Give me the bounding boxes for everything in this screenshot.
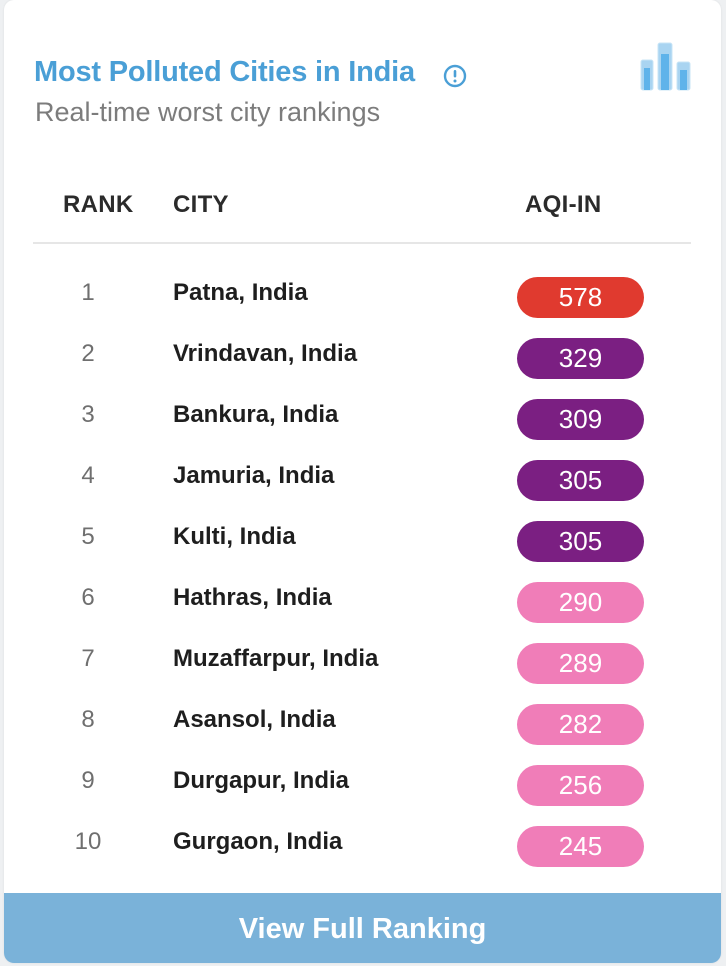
city-column-header: CITY bbox=[173, 191, 229, 218]
city-name[interactable]: Patna, India bbox=[173, 279, 308, 306]
rank-value: 1 bbox=[81, 279, 95, 306]
city-name[interactable]: Vrindavan, India bbox=[173, 340, 358, 367]
info-circle-icon[interactable] bbox=[443, 64, 467, 88]
city-name[interactable]: Asansol, India bbox=[173, 706, 336, 733]
table-row[interactable]: 1 Patna, India 578 bbox=[33, 267, 691, 328]
card-subtitle: Real-time worst city rankings bbox=[35, 97, 381, 127]
city-name[interactable]: Jamuria, India bbox=[173, 462, 335, 489]
aqi-badge: 578 bbox=[517, 277, 644, 318]
title-row: Most Polluted Cities in India bbox=[34, 56, 467, 89]
table-row[interactable]: 7 Muzaffarpur, India 289 bbox=[33, 633, 691, 694]
ranking-list: 1 Patna, India 578 2 Vrindavan, India 32… bbox=[33, 267, 691, 877]
rank-value: 10 bbox=[74, 828, 102, 855]
ranking-card: Most Polluted Cities in India Real-time … bbox=[4, 0, 721, 963]
rank-value: 3 bbox=[81, 401, 95, 428]
table-row[interactable]: 9 Durgapur, India 256 bbox=[33, 755, 691, 816]
table-row[interactable]: 8 Asansol, India 282 bbox=[33, 694, 691, 755]
aqi-badge: 290 bbox=[517, 582, 644, 623]
table-row[interactable]: 4 Jamuria, India 305 bbox=[33, 450, 691, 511]
table-row[interactable]: 10 Gurgaon, India 245 bbox=[33, 816, 691, 877]
aqi-badge: 256 bbox=[517, 765, 644, 806]
card-title: Most Polluted Cities in India bbox=[34, 56, 415, 88]
rank-value: 5 bbox=[81, 523, 95, 550]
aqi-column-header: AQI-IN bbox=[525, 191, 602, 218]
city-name[interactable]: Hathras, India bbox=[173, 584, 332, 611]
aqi-badge: 245 bbox=[517, 826, 644, 867]
rank-column-header: RANK bbox=[63, 191, 134, 218]
city-name[interactable]: Bankura, India bbox=[173, 401, 339, 428]
city-name[interactable]: Durgapur, India bbox=[173, 767, 350, 794]
aqi-badge: 329 bbox=[517, 338, 644, 379]
city-name[interactable]: Gurgaon, India bbox=[173, 828, 343, 855]
rank-value: 8 bbox=[81, 706, 95, 733]
rank-value: 7 bbox=[81, 645, 95, 672]
rank-value: 4 bbox=[81, 462, 95, 489]
aqi-badge: 309 bbox=[517, 399, 644, 440]
aqi-badge: 282 bbox=[517, 704, 644, 745]
table-header: RANK CITY AQI-IN bbox=[33, 185, 691, 244]
rank-value: 9 bbox=[81, 767, 95, 794]
aqi-badge: 289 bbox=[517, 643, 644, 684]
city-name[interactable]: Kulti, India bbox=[173, 523, 296, 550]
table-row[interactable]: 3 Bankura, India 309 bbox=[33, 389, 691, 450]
table-row[interactable]: 2 Vrindavan, India 329 bbox=[33, 328, 691, 389]
aqi-badge: 305 bbox=[517, 460, 644, 501]
table-row[interactable]: 6 Hathras, India 290 bbox=[33, 572, 691, 633]
bar-chart-icon[interactable] bbox=[640, 40, 692, 92]
rank-value: 6 bbox=[81, 584, 95, 611]
view-full-ranking-button[interactable]: View Full Ranking bbox=[4, 893, 721, 963]
city-name[interactable]: Muzaffarpur, India bbox=[173, 645, 379, 672]
table-row[interactable]: 5 Kulti, India 305 bbox=[33, 511, 691, 572]
rank-value: 2 bbox=[81, 340, 95, 367]
aqi-badge: 305 bbox=[517, 521, 644, 562]
